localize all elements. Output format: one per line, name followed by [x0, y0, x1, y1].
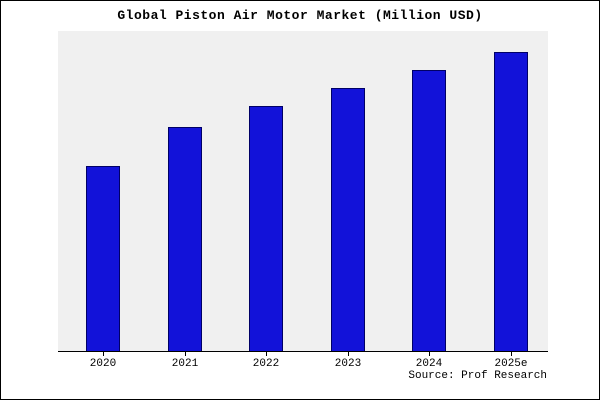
- x-axis-label-2024: 2024: [415, 358, 443, 370]
- x-axis-tick: [429, 352, 430, 356]
- x-axis-label-2021: 2021: [171, 358, 199, 370]
- bar-2023: [331, 88, 365, 351]
- bar-2021: [168, 127, 202, 351]
- bar-2025e: [494, 52, 528, 351]
- x-axis-label-2020: 2020: [89, 358, 117, 370]
- x-axis-tick: [185, 352, 186, 356]
- x-axis-label-2025e: 2025e: [494, 358, 528, 370]
- x-axis-tick: [266, 352, 267, 356]
- plot-area: [58, 31, 548, 352]
- bar-2020: [86, 166, 120, 351]
- x-axis-tick: [348, 352, 349, 356]
- source-text: Source: Prof Research: [408, 370, 547, 382]
- x-axis-label-2023: 2023: [334, 358, 362, 370]
- x-axis-label-2022: 2022: [252, 358, 280, 370]
- chart-title: Global Piston Air Motor Market (Million …: [117, 8, 483, 23]
- x-axis-tick: [103, 352, 104, 356]
- bar-2022: [249, 106, 283, 351]
- x-axis-tick: [511, 352, 512, 356]
- bar-2024: [412, 70, 446, 351]
